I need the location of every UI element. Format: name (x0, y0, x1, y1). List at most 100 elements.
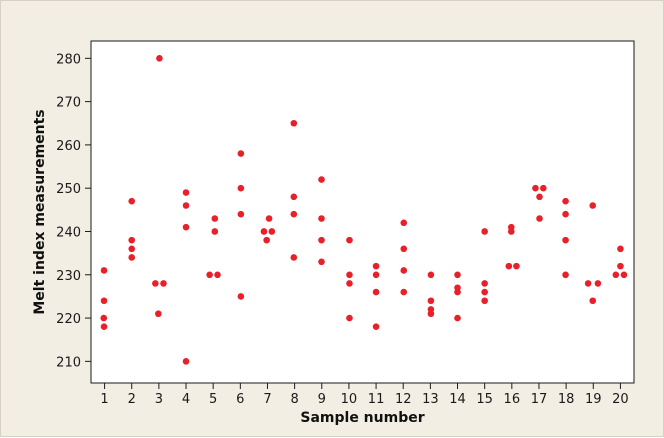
y-tick-label: 240 (56, 225, 81, 240)
data-point (290, 254, 298, 261)
data-point (427, 310, 435, 318)
data-point (100, 323, 108, 331)
data-point (532, 184, 539, 192)
data-point (211, 228, 219, 235)
data-point (562, 236, 569, 244)
data-point (400, 267, 408, 274)
data-point (152, 280, 159, 287)
data-point (206, 271, 213, 279)
data-point (400, 288, 408, 296)
x-tick-label: 17 (531, 392, 548, 407)
data-point (100, 267, 108, 274)
data-point (454, 271, 461, 279)
data-point (454, 314, 461, 322)
data-point (400, 245, 408, 253)
data-point (562, 197, 569, 205)
data-point (346, 236, 353, 244)
data-point (128, 245, 136, 253)
data-point (346, 280, 353, 287)
x-tick-label: 7 (263, 392, 271, 407)
data-point (536, 193, 543, 201)
data-point (584, 280, 592, 287)
data-point (481, 288, 488, 296)
y-tick-label: 270 (56, 96, 81, 111)
data-point (128, 197, 136, 205)
data-point (128, 254, 136, 261)
x-tick-label: 11 (368, 392, 385, 407)
data-point (318, 215, 325, 222)
x-tick-label: 2 (128, 392, 136, 407)
data-point (214, 271, 221, 279)
y-tick-label: 210 (56, 355, 81, 370)
plot-area (90, 40, 635, 384)
data-point (290, 210, 298, 218)
data-point (427, 297, 435, 305)
data-point (155, 310, 162, 318)
data-point (562, 210, 569, 218)
x-tick-label: 9 (318, 392, 326, 407)
x-tick-label: 16 (504, 392, 521, 407)
y-axis-title: Melt index measurements (32, 109, 48, 314)
data-point (263, 236, 270, 244)
data-point (346, 271, 353, 279)
data-point (260, 228, 268, 235)
data-point (454, 288, 461, 296)
data-point (100, 297, 108, 305)
data-point (507, 228, 515, 235)
x-tick-label: 12 (395, 392, 412, 407)
data-point (128, 236, 136, 244)
data-point (290, 119, 298, 127)
y-tick-label: 230 (56, 269, 81, 284)
data-point (540, 184, 547, 192)
data-point (156, 55, 163, 62)
y-tick-label: 280 (56, 52, 81, 67)
data-point (612, 271, 620, 279)
x-tick-label: 18 (558, 392, 575, 407)
data-point (237, 150, 245, 157)
x-tick-label: 4 (182, 392, 190, 407)
data-point (536, 215, 543, 222)
data-point (237, 210, 245, 218)
x-tick-label: 1 (100, 392, 108, 407)
y-tick-label: 220 (56, 312, 81, 327)
x-tick-label: 5 (209, 392, 217, 407)
data-point (372, 288, 380, 296)
data-point (211, 215, 219, 222)
data-point (617, 245, 624, 253)
data-point (513, 262, 520, 270)
data-point (481, 297, 488, 305)
data-point (372, 262, 380, 270)
data-point (182, 358, 190, 365)
data-point (481, 280, 488, 287)
y-tick-label: 260 (56, 139, 81, 154)
data-point (400, 219, 408, 227)
data-point (318, 236, 325, 244)
data-point (268, 228, 276, 235)
data-point (481, 228, 488, 235)
data-point (620, 271, 628, 279)
data-point (372, 271, 380, 279)
data-point (100, 314, 108, 322)
data-point (237, 293, 245, 300)
data-point (318, 176, 325, 183)
data-point (182, 202, 190, 209)
data-point (182, 223, 190, 231)
data-point (589, 297, 597, 305)
data-point (160, 280, 167, 287)
data-point (290, 193, 298, 201)
data-point (427, 271, 435, 279)
x-tick-label: 20 (612, 392, 629, 407)
x-tick-label: 19 (585, 392, 602, 407)
data-point (589, 202, 597, 209)
data-point (505, 262, 513, 270)
data-point (594, 280, 602, 287)
x-tick-label: 13 (422, 392, 439, 407)
data-point (617, 262, 624, 270)
data-point (318, 258, 325, 266)
x-axis-title: Sample number (300, 410, 424, 426)
x-tick-label: 6 (236, 392, 244, 407)
x-tick-label: 10 (341, 392, 358, 407)
x-tick-label: 14 (449, 392, 466, 407)
